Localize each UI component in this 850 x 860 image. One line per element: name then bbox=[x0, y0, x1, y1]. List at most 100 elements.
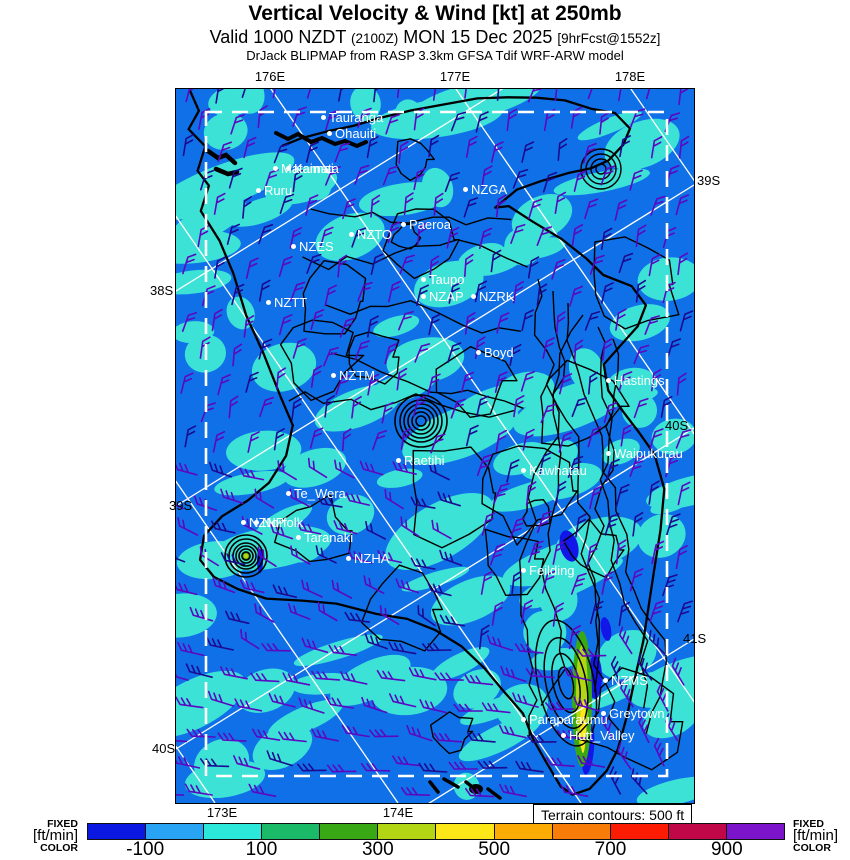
wind-barb bbox=[481, 702, 511, 714]
wind-barb bbox=[589, 600, 604, 625]
wind-barb bbox=[361, 696, 388, 714]
wind-barb bbox=[182, 133, 195, 157]
station-marker bbox=[603, 678, 608, 683]
wind-barb bbox=[289, 227, 303, 249]
wind-barb bbox=[373, 89, 384, 103]
wind-barb bbox=[388, 641, 417, 655]
wind-barb bbox=[354, 164, 370, 185]
valid-prefix: Valid 1000 NZDT bbox=[209, 27, 352, 48]
wind-barb bbox=[586, 542, 599, 567]
wind-barb bbox=[287, 603, 311, 620]
wind-barb bbox=[245, 371, 259, 393]
wind-barb bbox=[599, 111, 610, 135]
station-marker bbox=[331, 373, 336, 378]
wind-barb bbox=[464, 787, 495, 798]
wind-barb bbox=[453, 703, 484, 712]
station-label: NZGA bbox=[463, 183, 507, 196]
wind-barb bbox=[675, 544, 688, 570]
wind-barb bbox=[619, 135, 632, 158]
wind-barb bbox=[226, 223, 241, 245]
map: Tauranga Ohauiti Matamata Kaimai Ruru NZGA Pae… bbox=[175, 88, 695, 804]
wind-barb bbox=[460, 371, 475, 394]
wind-barb bbox=[448, 282, 462, 304]
wind-barb bbox=[317, 495, 343, 508]
wind-barb bbox=[228, 167, 243, 189]
wind-barb bbox=[465, 135, 478, 158]
wind-barb bbox=[614, 199, 628, 221]
wind-barb bbox=[331, 579, 353, 599]
wind-barb bbox=[557, 138, 568, 161]
wind-barb bbox=[215, 89, 227, 104]
wind-barb bbox=[242, 195, 253, 219]
wind-barb bbox=[430, 433, 446, 454]
wind-barb bbox=[620, 424, 632, 447]
station-label: Matamata bbox=[273, 162, 339, 175]
wind-barb bbox=[620, 679, 634, 708]
wind-barb bbox=[417, 605, 436, 627]
wind-barb bbox=[307, 457, 328, 479]
wind-barb bbox=[478, 227, 493, 250]
wind-barb bbox=[184, 783, 213, 796]
wind-barb bbox=[677, 252, 689, 276]
wind-barb bbox=[499, 783, 527, 798]
wind-barb bbox=[573, 170, 587, 192]
wind-barb bbox=[258, 279, 271, 302]
wind-barb bbox=[474, 280, 488, 303]
wind-barb bbox=[513, 394, 525, 418]
wind-barb bbox=[344, 611, 371, 623]
wind-barb bbox=[446, 227, 460, 249]
wind-barb bbox=[495, 429, 508, 453]
wind-barb bbox=[359, 460, 384, 476]
valid-time-line: Valid 1000 NZDT (2100Z) MON 15 Dec 2025 … bbox=[25, 27, 845, 48]
color-label-right: COLOR bbox=[793, 842, 831, 854]
wind-barb bbox=[305, 141, 320, 163]
wind-barb bbox=[610, 656, 622, 685]
wind-barb bbox=[272, 89, 285, 99]
wind-barb bbox=[540, 403, 557, 424]
station-name: Ohauiti bbox=[335, 126, 377, 141]
wind-barb bbox=[337, 254, 348, 278]
station-marker bbox=[273, 166, 278, 171]
wind-barb bbox=[419, 699, 447, 714]
wind-barb bbox=[477, 760, 508, 769]
wind-barb bbox=[418, 762, 448, 773]
station-label: NZHA bbox=[346, 552, 389, 565]
wind-barb bbox=[431, 519, 452, 540]
wind-barb bbox=[520, 370, 536, 392]
wind-barb bbox=[522, 428, 535, 451]
wind-barb bbox=[398, 310, 414, 331]
wind-barb bbox=[317, 601, 338, 622]
colorbar bbox=[87, 823, 785, 840]
wind-barb bbox=[277, 460, 297, 481]
station-name: Raetihi bbox=[404, 453, 445, 468]
colorbar-right-label: FIXED [ft/min] COLOR bbox=[793, 818, 850, 854]
wind-barb bbox=[282, 672, 311, 686]
wind-barb bbox=[232, 343, 243, 367]
wind-barb bbox=[587, 426, 602, 448]
wind-barb bbox=[279, 193, 295, 215]
wind-barb bbox=[490, 249, 502, 273]
wind-barb bbox=[400, 427, 412, 451]
wind-barb bbox=[364, 633, 388, 650]
wind-barb bbox=[334, 459, 355, 479]
station-label: NZMS bbox=[603, 674, 648, 687]
colorbar-segment bbox=[610, 824, 669, 839]
wind-barb bbox=[498, 724, 527, 739]
wind-barb bbox=[410, 496, 436, 509]
wind-barb bbox=[555, 480, 567, 506]
wind-barb bbox=[309, 427, 324, 449]
colorbar-segment bbox=[726, 824, 784, 839]
colorbar-segment bbox=[552, 824, 611, 839]
station-name: NZRK bbox=[479, 289, 515, 304]
wind-barb bbox=[545, 756, 575, 768]
wind-barb bbox=[500, 665, 527, 683]
wind-barb bbox=[363, 575, 385, 595]
station-label: Boyd bbox=[476, 346, 514, 359]
colorbar-segment bbox=[262, 824, 321, 839]
wind-barb bbox=[342, 198, 357, 220]
wind-barb bbox=[345, 492, 370, 506]
wind-barb bbox=[388, 280, 401, 303]
wind-barb bbox=[296, 521, 322, 535]
station-marker bbox=[401, 222, 406, 227]
station-label: Hutt_Valley bbox=[561, 729, 635, 742]
